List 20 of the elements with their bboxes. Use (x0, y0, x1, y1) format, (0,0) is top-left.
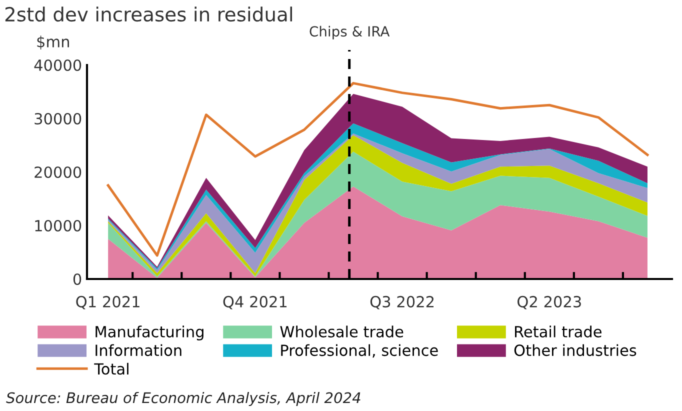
x-tick-label: Q4 2021 (223, 296, 287, 310)
legend-label: Wholesale trade (280, 326, 404, 338)
text: Chips & IRA (310, 26, 390, 40)
x-tick-label: Q1 2021 (76, 296, 140, 310)
legend-label: Professional, science (281, 344, 438, 358)
y-tick-label: 40000 (34, 59, 82, 72)
y-axis-title: $mn (37, 36, 69, 50)
chart-title: 2std dev increases in residual (5, 6, 292, 22)
y-tick-label: 30000 (34, 112, 82, 125)
y-tick-label: 10000 (35, 220, 82, 232)
x-tick-label: Q3 2022 (370, 296, 434, 310)
x-tick-label: Q2 2023 (518, 296, 581, 310)
legend-label: Retail trade (515, 326, 602, 338)
legend-label: Manufacturing (96, 326, 204, 340)
y-tick-label: 0 (73, 273, 82, 286)
y-tick-label: 20000 (34, 166, 82, 178)
legend-label: Information (96, 344, 182, 356)
legend-label: Other industries (514, 344, 636, 356)
source-note: Source: Bureau of Economic Analysis, April 2024 (6, 392, 360, 406)
legend-label: Total (94, 362, 128, 375)
